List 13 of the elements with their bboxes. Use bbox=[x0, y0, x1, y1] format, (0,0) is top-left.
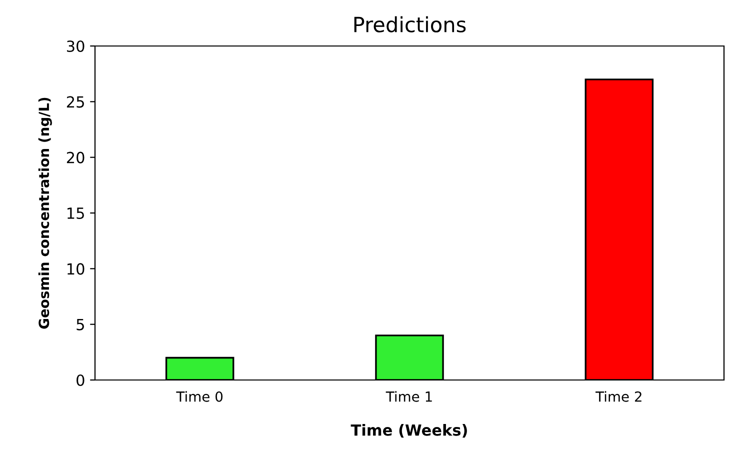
y-tick-label: 30 bbox=[67, 40, 84, 52]
y-axis-title: Geosmin concentration (ng/L) bbox=[38, 98, 52, 329]
x-tick-label: Time 1 bbox=[386, 391, 432, 402]
y-tick-label: 5 bbox=[76, 319, 84, 330]
y-tick-label: 25 bbox=[66, 96, 84, 108]
x-tick-label: Time 0 bbox=[176, 391, 223, 402]
chart-title: Predictions bbox=[354, 16, 466, 32]
y-tick-label: 20 bbox=[66, 152, 84, 164]
y-tick-label: 10 bbox=[68, 263, 84, 275]
y-tick-label: 0 bbox=[76, 374, 84, 386]
x-tick-label: Time 2 bbox=[596, 391, 642, 402]
x-axis-title: Time (Weeks) bbox=[350, 424, 467, 438]
y-tick-label: 15 bbox=[68, 208, 84, 220]
